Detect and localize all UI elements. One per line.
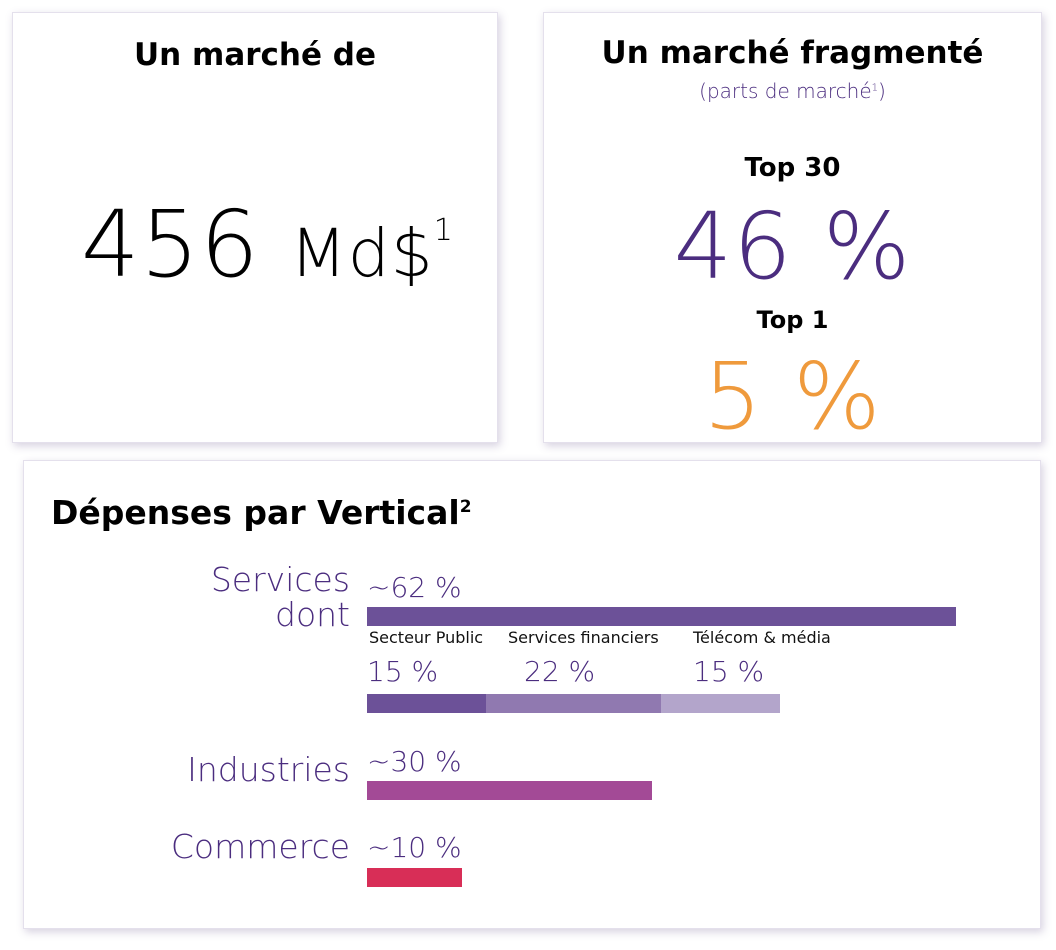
subtitle-text: (parts de marché [699, 79, 872, 103]
fragmented-market-card: Un marché fragmenté (parts de marché1) T… [543, 12, 1042, 450]
breakdown-value-financial: 22 % [524, 655, 596, 688]
subtitle-close: ) [878, 79, 886, 103]
market-size-card: Un marché de 456 Md$1 [12, 12, 498, 443]
breakdown-value-public: 15 % [367, 655, 439, 688]
breakdown-name-telecom: Télécom & média [693, 628, 831, 647]
breakdown-bar-telecom [660, 694, 780, 713]
market-size-number: 456 [81, 191, 260, 298]
label-line: dont [275, 594, 350, 634]
chart-title-text: Dépenses par Vertical [51, 493, 460, 532]
category-label-services: Services dont [210, 560, 350, 634]
fragmented-title: Un marché fragmenté [601, 35, 984, 71]
market-size-title: Un marché de [133, 37, 377, 73]
vertical-spending-card: Dépenses par Vertical2 Services dont Indu… [23, 460, 1041, 929]
category-label-industries: Industries [187, 750, 350, 789]
top1-value: 5 % [703, 343, 882, 450]
breakdown-name-public: Secteur Public [369, 628, 484, 647]
fragmented-subtitle: (parts de marché1) [544, 79, 1041, 103]
top30-value: 46 % [673, 193, 912, 300]
breakdown-value-telecom: 15 % [693, 655, 765, 688]
breakdown-bar-public [367, 694, 487, 713]
top1-label: Top 1 [756, 306, 829, 334]
footnote-1: 1 [433, 213, 454, 248]
category-label-commerce: Commerce [170, 827, 350, 866]
chart-title: Dépenses par Vertical2 [51, 493, 472, 532]
market-size-value: 456 Md$1 [81, 191, 454, 298]
breakdown-bar-financial [486, 694, 661, 713]
value-label-services: ~62 % [367, 571, 462, 604]
footnote-2: 2 [459, 497, 472, 517]
label-line: Services [210, 560, 350, 599]
bar-commerce [367, 868, 462, 887]
bar-services [367, 607, 956, 626]
market-size-unit: Md$ [289, 215, 434, 292]
top30-label: Top 30 [744, 153, 841, 183]
bar-industries [367, 781, 652, 800]
breakdown-name-financial: Services financiers [508, 628, 659, 647]
subtitle-footnote: 1 [871, 82, 878, 94]
value-label-industries: ~30 % [367, 745, 462, 778]
value-label-commerce: ~10 % [367, 831, 462, 864]
